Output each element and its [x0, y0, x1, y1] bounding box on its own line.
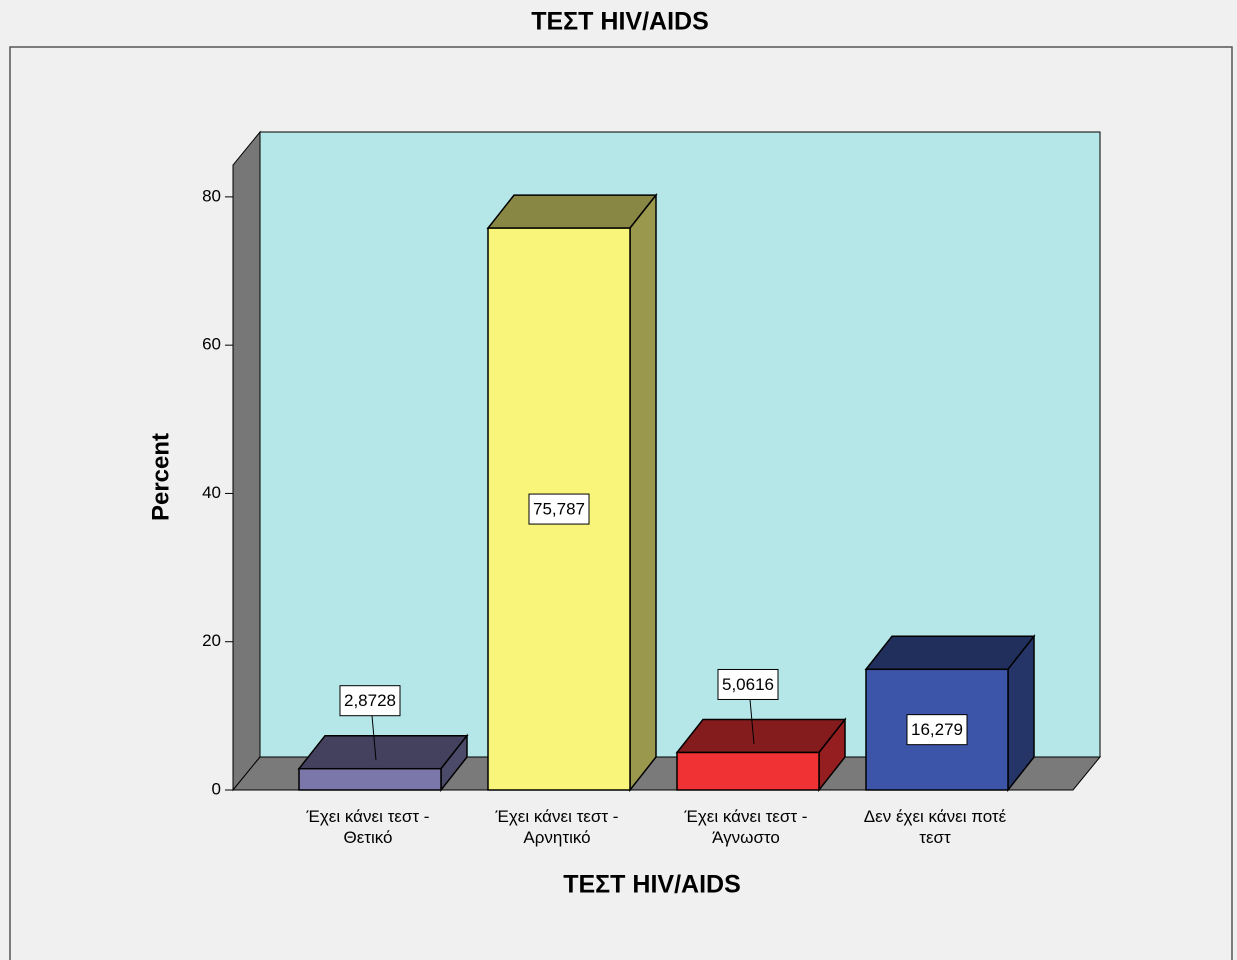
y-tick-label: 0: [212, 779, 221, 798]
value-label-box: [339, 685, 401, 717]
bar: [676, 751, 820, 791]
y-tick-label: 40: [202, 483, 221, 502]
y-tick-label: 60: [202, 335, 221, 354]
x-tick-label: Έχει κάνει τεστ - Άγνωστο: [684, 807, 808, 847]
bar-top: [675, 718, 847, 754]
value-label: 75,787: [533, 500, 585, 519]
y-tick-label: 20: [202, 631, 221, 650]
label-leader: [371, 715, 377, 761]
y-axis-label: Percent: [147, 433, 174, 521]
value-label-box: [528, 493, 590, 525]
bar-top: [486, 194, 658, 229]
label-leader: [749, 699, 755, 745]
value-label: 5,0616: [722, 675, 774, 694]
x-axis-label: ΤΕΣΤ HIV/AIDS: [563, 871, 741, 899]
value-label-box: [717, 668, 779, 700]
bar-top: [297, 734, 469, 770]
side-wall: [232, 130, 261, 792]
value-label: 2,8728: [344, 691, 396, 710]
bar-top: [864, 635, 1036, 671]
bar: [298, 767, 442, 791]
x-tick-label: Δεν έχει κάνει ποτέ τεστ: [863, 807, 1007, 847]
chart-title: ΤΕΣΤ HIV/AIDS: [531, 8, 709, 36]
bar-side: [629, 192, 657, 793]
value-label-box: [906, 714, 968, 746]
value-label: 16,279: [911, 720, 963, 739]
x-tick-label: Έχει κάνει τεστ - Αρνητικό: [495, 807, 619, 847]
y-tick-label: 80: [202, 186, 221, 205]
x-tick-label: Έχει κάνει τεστ - Θετικό: [306, 807, 430, 847]
